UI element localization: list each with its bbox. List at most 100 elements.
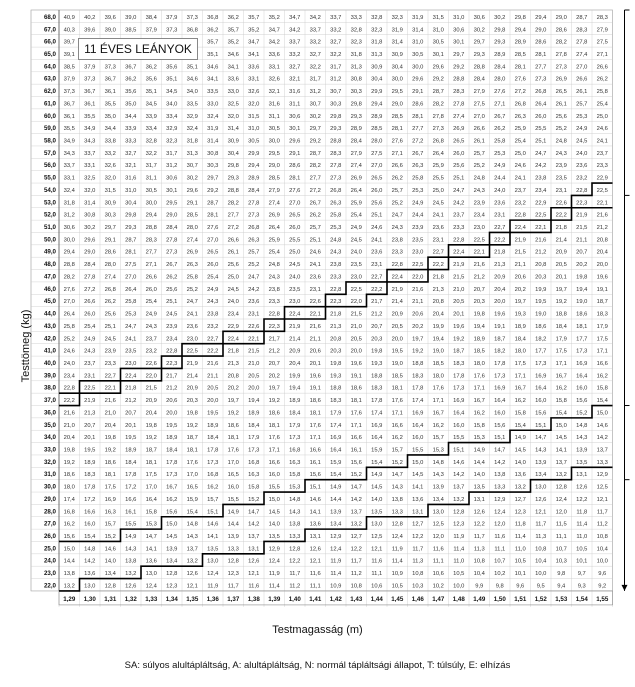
bmi-cell-value: 14,8 <box>433 460 444 466</box>
bmi-cell-value: 18,0 <box>515 349 526 355</box>
bmi-cell-value: 24,5 <box>433 200 444 206</box>
bmi-cell-value: 15,0 <box>597 410 608 416</box>
bmi-cell-value: 20,8 <box>433 299 444 305</box>
weight-tick-label: 22,0 <box>44 582 57 589</box>
bmi-cell-value: 13,0 <box>207 559 218 565</box>
bmi-cell-value: 21,6 <box>535 237 546 243</box>
bmi-cell-value: 25,2 <box>187 287 198 293</box>
y-axis-label: Testtömeg (kg) <box>20 309 32 383</box>
weight-tick-label: 49,0 <box>44 249 57 256</box>
bmi-cell-value: 13,2 <box>515 485 526 491</box>
bmi-cell-value: 26,1 <box>474 138 485 144</box>
bmi-cell-value: 17,8 <box>84 485 95 491</box>
bmi-cell-value: 30,5 <box>248 138 259 144</box>
bmi-cell-value: 16,6 <box>351 435 362 441</box>
bmi-cell-value: 27,8 <box>84 274 95 280</box>
bmi-cell-value: 23,4 <box>535 188 547 194</box>
chart-title: 11 ÉVES LEÁNYOK <box>78 38 198 60</box>
bmi-cell-value: 28,2 <box>228 200 239 206</box>
bmi-cell-value: 20,6 <box>515 274 526 280</box>
bmi-cell-value: 16,4 <box>330 447 342 453</box>
bmi-cell-value: 20,1 <box>556 274 567 280</box>
bmi-cell-value: 29,3 <box>330 126 341 132</box>
bmi-cell-value: 28,4 <box>166 225 178 231</box>
bmi-cell-value: 33,1 <box>84 163 95 169</box>
bmi-cell-value: 16,7 <box>474 398 485 404</box>
bmi-cell-value: 12,5 <box>371 534 382 540</box>
bmi-cell-value: 24,7 <box>125 324 136 330</box>
bmi-cell-value: 17,6 <box>392 398 403 404</box>
bmi-cell-value: 12,1 <box>597 497 608 503</box>
bmi-cell-value: 20,7 <box>371 324 382 330</box>
bmi-cell-value: 20,9 <box>289 349 300 355</box>
bmi-cell-value: 13,1 <box>310 534 321 540</box>
bmi-cell-value: 25,1 <box>535 138 546 144</box>
bmi-cell-value: 24,3 <box>207 299 218 305</box>
bmi-cell-value: 16,0 <box>84 522 95 528</box>
weight-tick-label: 23,0 <box>44 570 57 577</box>
bmi-cell-value: 18,0 <box>64 485 75 491</box>
bmi-cell-value: 20,3 <box>474 299 485 305</box>
bmi-cell-value: 28,4 <box>84 262 96 268</box>
bmi-cell-value: 23,1 <box>248 312 259 318</box>
bmi-cell-value: 25,3 <box>125 312 136 318</box>
bmi-cell-value: 34,1 <box>228 64 239 70</box>
bmi-cell-value: 13,9 <box>433 485 444 491</box>
bmi-cell-value: 29,4 <box>535 15 547 21</box>
bmi-cell-value: 17,5 <box>146 472 157 478</box>
bmi-cell-value: 21,8 <box>330 312 341 318</box>
bmi-cell-value: 25,3 <box>330 225 341 231</box>
bmi-cell-value: 19,8 <box>576 274 587 280</box>
bmi-cell-value: 27,8 <box>330 163 341 169</box>
bmi-cell-value: 26,0 <box>146 287 157 293</box>
bmi-cell-value: 10,3 <box>412 583 423 589</box>
bmi-cell-value: 10,1 <box>576 559 587 565</box>
category-threshold-line <box>59 206 613 407</box>
bmi-cell-value: 32,3 <box>371 27 382 33</box>
bmi-cell-value: 23,7 <box>453 213 464 219</box>
bmi-cell-value: 26,8 <box>105 287 116 293</box>
bmi-cell-value: 14,8 <box>289 497 300 503</box>
bmi-cell-value: 16,6 <box>125 497 136 503</box>
bmi-cell-value: 15,1 <box>535 423 546 429</box>
bmi-cell-value: 16,4 <box>371 435 383 441</box>
bmi-cell-value: 15,1 <box>207 509 218 515</box>
bmi-cell-value: 25,0 <box>228 274 239 280</box>
weight-tick-label: 37,0 <box>44 397 57 404</box>
bmi-cell-value: 26,4 <box>433 151 445 157</box>
bmi-cell-value: 28,1 <box>412 114 423 120</box>
bmi-cell-value: 15,4 <box>371 460 383 466</box>
bmi-cell-value: 24,4 <box>412 213 424 219</box>
bmi-cell-value: 16,4 <box>146 497 158 503</box>
bmi-cell-value: 29,6 <box>289 138 300 144</box>
bmi-cell-value: 29,3 <box>228 176 239 182</box>
bmi-cell-value: 18,4 <box>248 423 260 429</box>
bmi-cell-value: 17,9 <box>248 435 259 441</box>
bmi-cell-value: 25,0 <box>597 114 608 120</box>
bmi-cell-value: 13,8 <box>125 559 136 565</box>
bmi-cell-value: 17,8 <box>207 447 218 453</box>
bmi-cell-value: 28,7 <box>207 200 218 206</box>
bmi-cell-value: 24,2 <box>248 287 259 293</box>
bmi-cell-value: 11,1 <box>433 559 444 565</box>
bmi-cell-value: 31,8 <box>351 52 362 58</box>
bmi-cell-value: 16,6 <box>597 361 608 367</box>
bmi-cell-value: 26,4 <box>351 188 363 194</box>
bmi-cell-value: 9,8 <box>557 571 565 577</box>
bmi-cell-value: 10,3 <box>556 559 567 565</box>
bmi-cell-value: 13,8 <box>392 497 403 503</box>
bmi-cell-value: 15,5 <box>125 522 136 528</box>
bmi-cell-value: 23,3 <box>330 274 341 280</box>
bmi-cell-value: 17,1 <box>597 349 608 355</box>
bmi-cell-value: 36,1 <box>84 101 95 107</box>
bmi-cell-value: 22,6 <box>556 200 567 206</box>
bmi-cell-value: 35,6 <box>146 77 157 83</box>
weight-tick-label: 68,0 <box>44 14 57 21</box>
bmi-cell-value: 15,5 <box>412 447 423 453</box>
bmi-cell-value: 18,9 <box>207 423 218 429</box>
bmi-cell-value: 22,8 <box>515 213 526 219</box>
bmi-cell-value: 26,5 <box>289 213 300 219</box>
bmi-cell-value: 14,3 <box>433 472 444 478</box>
bmi-cell-value: 14,3 <box>392 485 403 491</box>
